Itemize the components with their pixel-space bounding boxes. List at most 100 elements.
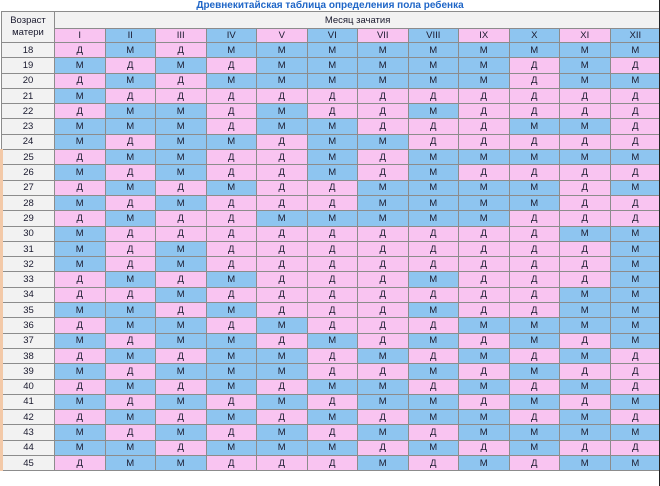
gender-cell: М (104, 72, 156, 89)
gender-cell: Д (559, 103, 611, 120)
gender-cell: М (205, 332, 257, 349)
gender-cell: Д (306, 393, 358, 411)
table-row: 36 Д М М Д М Д Д Д М М М М (0, 317, 660, 334)
age-cell: 25 (0, 149, 55, 166)
gender-cell: М (609, 332, 660, 349)
gender-cell: М (508, 179, 560, 196)
age-cell: 35 (0, 302, 55, 319)
gender-cell: М (256, 317, 308, 334)
gender-cell: Д (609, 194, 660, 212)
gender-cell: Д (609, 87, 660, 105)
gender-cell: Д (155, 439, 207, 457)
gender-cell: М (155, 256, 207, 273)
table-row: 24 М Д М М Д М М Д Д Д Д Д (1, 133, 660, 151)
age-cell: 22 (1, 103, 55, 120)
gender-cell: Д (609, 439, 660, 457)
gender-cell: Д (508, 87, 560, 105)
month-header-cell: II (104, 28, 156, 43)
gender-cell: Д (508, 256, 560, 273)
gender-cell: Д (256, 149, 308, 166)
gender-cell: Д (205, 57, 257, 74)
table-row: 26 М Д М Д Д М Д М Д Д Д Д (0, 164, 660, 181)
gender-cell: Д (559, 363, 611, 380)
gender-cell: М (407, 103, 459, 120)
gender-cell: Д (155, 87, 207, 105)
age-cell: 28 (0, 194, 55, 212)
gender-cell: Д (559, 332, 611, 349)
gender-cell: М (407, 179, 459, 196)
gender-cell: Д (609, 103, 660, 120)
gender-cell: М (559, 455, 611, 472)
gender-cell: Д (205, 424, 257, 441)
gender-cell: М (559, 225, 611, 242)
gender-cell: Д (205, 317, 257, 334)
age-header-line1: Возраст (10, 15, 46, 26)
gender-cell: М (54, 133, 106, 151)
gender-cell: М (205, 409, 257, 426)
gender-cell: Д (54, 286, 106, 304)
gender-cell: М (306, 133, 358, 151)
age-cell: 24 (1, 133, 55, 151)
gender-cell: М (54, 164, 106, 181)
gender-cell: М (609, 424, 660, 441)
gender-cell: Д (54, 409, 106, 426)
gender-cell: М (155, 455, 207, 472)
gender-cell: Д (357, 87, 409, 105)
gender-cell: Д (407, 256, 459, 273)
gender-cell: Д (508, 133, 560, 151)
age-column-header: Возраст матери (1, 11, 55, 43)
gender-cell: Д (508, 378, 560, 395)
gender-cell: М (458, 409, 510, 426)
gender-cell: М (357, 194, 409, 212)
age-cell: 42 (0, 409, 55, 426)
gender-cell: М (54, 118, 106, 135)
gender-cell: Д (357, 164, 409, 181)
gender-cell: М (306, 378, 358, 395)
month-header-cell: VII (357, 28, 409, 43)
gender-cell: М (205, 41, 257, 59)
gender-cell: М (458, 57, 510, 74)
gender-cell: Д (306, 302, 358, 319)
gender-cell: М (458, 194, 510, 212)
gender-cell: М (54, 225, 106, 242)
gender-cell: Д (508, 302, 560, 319)
gender-cell: Д (205, 225, 257, 242)
gender-cell: Д (54, 378, 106, 395)
gender-cell: М (357, 424, 409, 441)
gender-cell: М (205, 378, 257, 395)
gender-cell: М (458, 41, 510, 59)
gender-cell: Д (609, 164, 660, 181)
gender-cell: М (256, 347, 308, 365)
gender-cell: М (155, 363, 207, 380)
gender-cell: М (155, 393, 207, 411)
gender-cell: М (609, 179, 660, 196)
gender-cell: М (256, 393, 308, 411)
gender-cell: М (205, 133, 257, 151)
gender-cell: М (458, 347, 510, 365)
age-cell: 45 (0, 455, 55, 472)
gender-cell: М (407, 409, 459, 426)
month-header-cell: IV (205, 28, 257, 43)
gender-cell: М (458, 210, 510, 227)
gender-cell: М (205, 271, 257, 288)
gender-cell: Д (559, 210, 611, 227)
gender-cell: Д (559, 133, 611, 151)
age-cell: 27 (0, 179, 55, 196)
gender-cell: М (54, 332, 106, 349)
gender-cell: Д (256, 332, 308, 349)
gender-cell: Д (256, 133, 308, 151)
gender-cell: М (407, 72, 459, 89)
gender-cell: М (559, 409, 611, 426)
gender-cell: Д (104, 194, 156, 212)
gender-cell: Д (306, 424, 358, 441)
gender-cell: М (306, 164, 358, 181)
gender-cell: М (104, 103, 156, 120)
gender-cell: М (458, 179, 510, 196)
gender-cell: М (458, 378, 510, 395)
gender-cell: М (609, 72, 660, 89)
gender-cell: Д (508, 225, 560, 242)
gender-cell: Д (54, 41, 106, 59)
gender-cell: М (609, 149, 660, 166)
gender-cell: Д (357, 317, 409, 334)
gender-cell: Д (458, 118, 510, 135)
